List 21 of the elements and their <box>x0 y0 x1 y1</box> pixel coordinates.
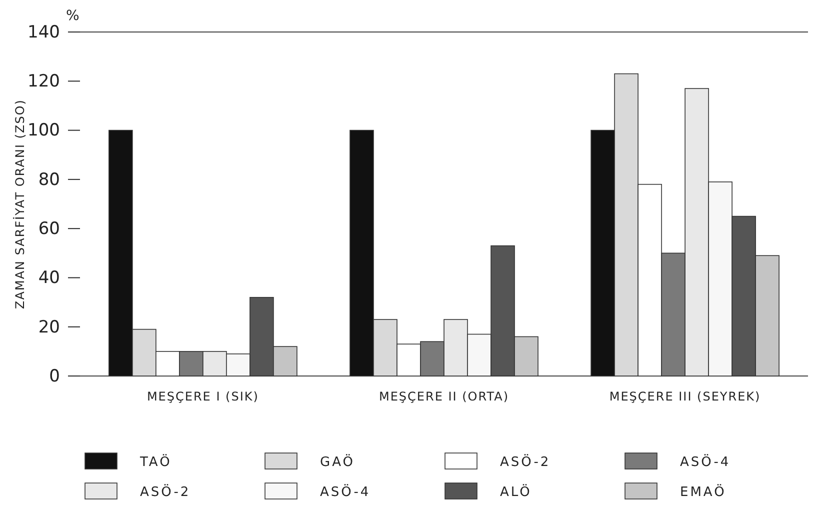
legend-label: ALÖ <box>500 484 532 500</box>
legend-label: TAÖ <box>139 454 172 470</box>
legend-label: EMAÖ <box>680 484 726 500</box>
y-tick-label: 140 <box>28 22 60 42</box>
legend-label: GAÖ <box>320 454 355 470</box>
text: % <box>66 8 80 24</box>
y-tick-label: 120 <box>28 72 60 92</box>
legend-label: ASÖ-4 <box>680 454 731 470</box>
y-axis-title: ZAMAN SARFİYAT ORANI (ZSO) <box>13 99 27 309</box>
y-tick-label: 20 <box>38 317 60 338</box>
legend-label: ASÖ-2 <box>140 484 191 500</box>
y-tick-label: 100 <box>28 120 60 141</box>
legend-label: ASÖ-2 <box>500 454 551 470</box>
y-tick-label: 40 <box>38 268 60 288</box>
legend-label: ASÖ-4 <box>320 484 371 500</box>
x-tick-label: MEŞÇERE II (ORTA) <box>378 390 510 404</box>
y-tick-label: 0 <box>49 366 60 386</box>
x-tick-label: MEŞÇERE III (SEYREK) <box>609 390 761 404</box>
x-tick-label: MEŞÇERE I (SIK) <box>146 390 259 404</box>
y-tick-label: 60 <box>38 219 60 240</box>
y-tick-label: 80 <box>38 170 60 190</box>
